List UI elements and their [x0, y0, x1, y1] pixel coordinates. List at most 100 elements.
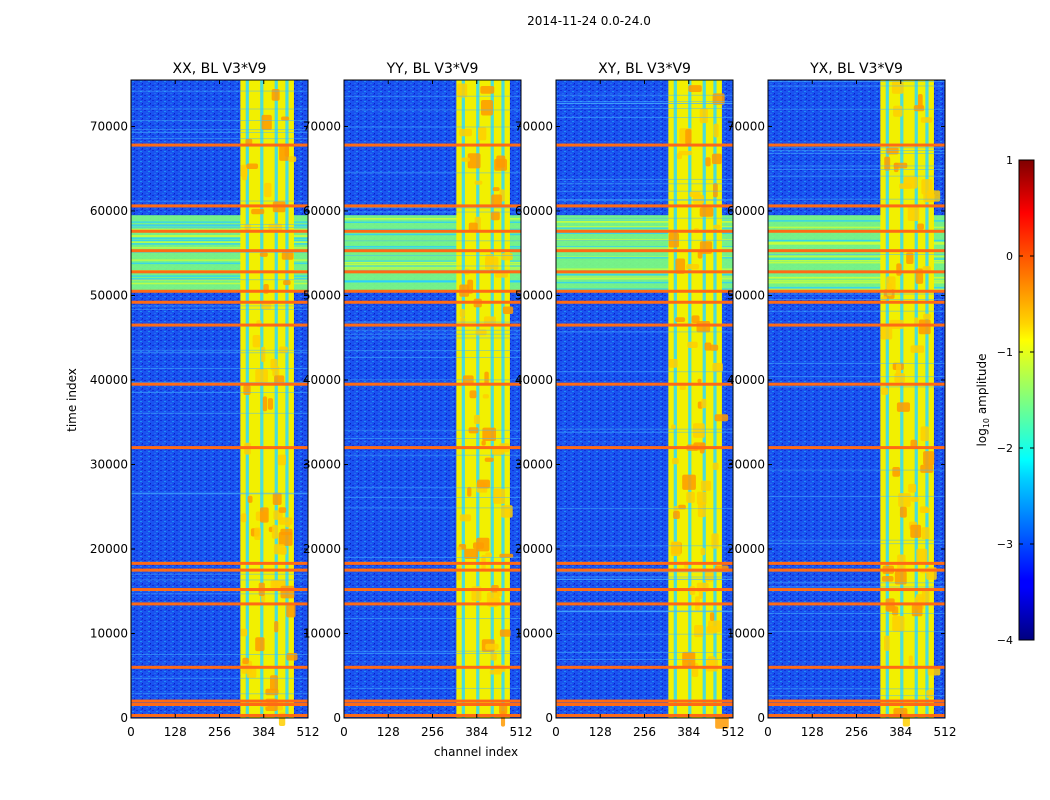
- time-streak: [768, 688, 945, 690]
- rfi-blob: [926, 690, 934, 699]
- rfi-blob: [697, 502, 706, 518]
- x-tick-label: 256: [421, 725, 444, 739]
- rfi-row: [131, 665, 308, 669]
- rfi-blob: [280, 585, 295, 599]
- x-axis-label: channel index: [434, 745, 518, 759]
- time-streak: [131, 138, 308, 140]
- rfi-band-streak: [556, 226, 733, 228]
- rfi-row: [131, 229, 308, 233]
- rfi-blob: [915, 594, 925, 601]
- rfi-row: [556, 249, 733, 253]
- time-streak: [556, 101, 733, 103]
- rfi-blob: [286, 652, 298, 661]
- x-tick-label: 512: [510, 725, 533, 739]
- rfi-band-streak: [556, 247, 733, 249]
- rfi-blob: [675, 317, 686, 323]
- rfi-blob: [240, 628, 248, 637]
- time-streak: [344, 379, 521, 381]
- rfi-blob: [668, 359, 678, 368]
- y-tick-label: 60000: [303, 204, 341, 218]
- rfi-blob: [459, 309, 466, 318]
- rfi-blob: [240, 513, 247, 523]
- time-streak: [768, 175, 945, 177]
- rfi-blob: [270, 358, 278, 371]
- rfi-row: [768, 588, 945, 592]
- time-streak: [131, 352, 308, 354]
- rfi-blob: [918, 94, 923, 110]
- rfi-band-streak: [131, 262, 308, 265]
- rfi-blob: [281, 116, 290, 121]
- rfi-row: [556, 270, 733, 274]
- time-streak: [556, 610, 733, 612]
- time-streak: [344, 172, 521, 174]
- x-tick-label: 0: [127, 725, 135, 739]
- rfi-row: [344, 382, 521, 386]
- panel-yy: YY, BL V3*V9 0 128 256 384 512 0 10000 20000 3000…: [303, 61, 533, 739]
- x-tick-label: 256: [633, 725, 656, 739]
- rfi-blob: [283, 280, 291, 286]
- rfi-blob: [501, 253, 513, 261]
- rfi-row: [556, 143, 733, 147]
- time-streak: [344, 618, 521, 619]
- rfi-blob: [881, 576, 894, 582]
- rfi-row: [131, 568, 308, 572]
- rfi-row: [131, 300, 308, 304]
- rfi-band-streak: [768, 255, 945, 258]
- time-streak: [131, 200, 308, 202]
- rfi-blob: [476, 537, 490, 552]
- rfi-band-streak: [131, 228, 308, 231]
- rfi-band-streak: [344, 228, 521, 231]
- rfi-row: [768, 702, 945, 706]
- rfi-blob: [267, 398, 274, 410]
- rfi-row: [344, 665, 521, 669]
- rfi-blob: [259, 507, 269, 523]
- x-tick-label: 384: [252, 725, 275, 739]
- panel-title: YY, BL V3*V9: [386, 61, 479, 77]
- rfi-row: [131, 323, 308, 327]
- rfi-row: [768, 289, 945, 293]
- rfi-blob: [285, 522, 291, 528]
- colorbar-tick-label: −4: [997, 634, 1013, 647]
- channel-gap: [713, 80, 717, 718]
- panel-title: XX, BL V3*V9: [173, 61, 267, 77]
- colorbar-label-log: log: [975, 428, 989, 446]
- y-tick-label: 40000: [727, 373, 765, 387]
- time-streak: [768, 362, 945, 364]
- colorbar-tick-label: 0: [1006, 250, 1013, 263]
- rfi-blob: [247, 495, 253, 503]
- rfi-blob: [244, 223, 251, 230]
- rfi-blob: [675, 258, 686, 274]
- time-streak: [768, 108, 945, 110]
- y-tick-label: 30000: [515, 457, 553, 471]
- rfi-blob: [467, 486, 472, 497]
- colorbar-label-sub: 10: [982, 418, 991, 428]
- time-streak: [768, 169, 945, 170]
- colorbar-label: log10 amplitude: [975, 354, 991, 447]
- x-tick-label: 384: [465, 725, 488, 739]
- time-streak: [344, 255, 521, 257]
- rfi-blob: [670, 541, 681, 557]
- rfi-band-streak: [131, 235, 308, 238]
- rfi-row: [768, 300, 945, 304]
- rfi-band-streak: [131, 221, 308, 223]
- colorbar-tick-label: −1: [997, 346, 1013, 359]
- rfi-blob: [713, 183, 718, 198]
- time-streak: [131, 412, 308, 414]
- rfi-blob: [698, 591, 703, 599]
- rfi-band-streak: [768, 243, 945, 245]
- rfi-row: [344, 143, 521, 147]
- rfi-band-streak: [131, 239, 308, 242]
- time-streak: [768, 299, 945, 300]
- x-tick-label: 128: [164, 725, 187, 739]
- rfi-row: [344, 699, 521, 703]
- rfi-band-streak: [131, 247, 308, 249]
- y-tick-label: 10000: [727, 626, 765, 640]
- rfi-blob: [906, 252, 914, 264]
- rfi-blob: [705, 157, 711, 167]
- time-streak: [344, 429, 521, 431]
- rfi-row: [131, 289, 308, 293]
- x-tick-label: 128: [801, 725, 824, 739]
- time-streak: [556, 579, 733, 581]
- y-tick-label: 60000: [515, 204, 553, 218]
- time-streak: [131, 279, 308, 281]
